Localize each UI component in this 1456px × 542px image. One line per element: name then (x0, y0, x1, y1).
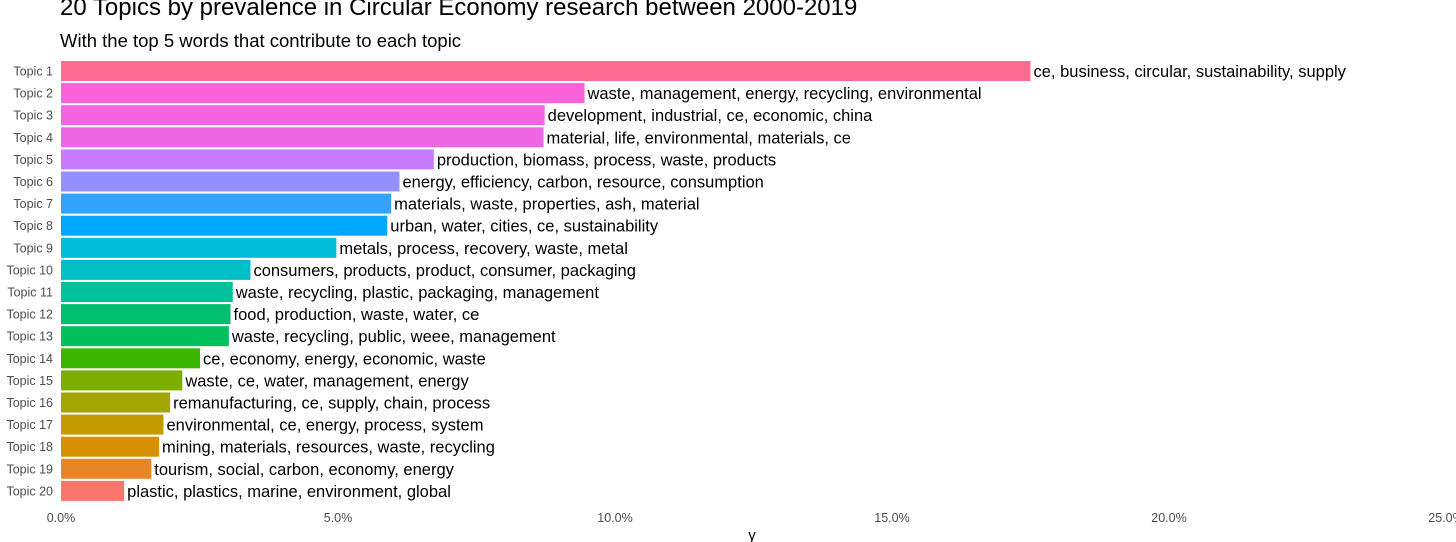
bar-topic-15 (61, 370, 183, 391)
bar-words-label-topic-9: metals, process, recovery, waste, metal (339, 240, 628, 258)
bar-words-label-topic-6: energy, efficiency, carbon, resource, co… (402, 174, 763, 192)
bar-topic-17 (61, 414, 164, 435)
bar-topic-8 (61, 215, 388, 236)
x-tick-label-2: 10.0% (597, 511, 632, 525)
bar-topic-18 (61, 436, 160, 457)
bar-topic-10 (61, 259, 251, 280)
y-tick-label-topic-7: Topic 7 (13, 197, 53, 211)
x-tick-label-5: 25.0% (1428, 511, 1456, 525)
bar-topic-4 (61, 127, 544, 148)
y-tick-label-topic-14: Topic 14 (6, 352, 53, 366)
bar-words-label-topic-3: development, industrial, ce, economic, c… (548, 107, 873, 125)
bar-words-label-topic-20: plastic, plastics, marine, environment, … (127, 483, 451, 501)
bar-words-label-topic-7: materials, waste, properties, ash, mater… (394, 196, 699, 214)
bar-words-label-topic-10: consumers, products, product, consumer, … (253, 262, 635, 280)
bar-topic-13 (61, 326, 229, 347)
y-tick-label-topic-6: Topic 6 (13, 175, 53, 189)
bar-words-label-topic-16: remanufacturing, ce, supply, chain, proc… (173, 395, 490, 413)
y-tick-label-topic-10: Topic 10 (6, 263, 53, 277)
bar-topic-3 (61, 105, 545, 126)
y-tick-label-topic-1: Topic 1 (13, 65, 53, 79)
x-axis-title: γ (748, 527, 756, 542)
y-tick-label-topic-3: Topic 3 (13, 109, 53, 123)
bar-topic-20 (61, 480, 125, 501)
bar-words-label-topic-5: production, biomass, process, waste, pro… (437, 151, 776, 169)
bar-topic-19 (61, 458, 152, 479)
bar-topic-2 (61, 83, 585, 104)
y-tick-label-topic-9: Topic 9 (13, 241, 53, 255)
bar-topic-14 (61, 348, 201, 369)
bar-words-label-topic-18: mining, materials, resources, waste, rec… (162, 439, 495, 457)
y-tick-label-topic-16: Topic 16 (6, 396, 53, 410)
y-tick-label-topic-8: Topic 8 (13, 219, 53, 233)
bar-topic-6 (61, 171, 400, 192)
chart-subtitle: With the top 5 words that contribute to … (60, 30, 462, 51)
x-axis-tick-labels: 0.0% 5.0% 10.0% 15.0% 20.0% 25.0% (47, 511, 1456, 525)
bar-words-label-topic-17: environmental, ce, energy, process, syst… (166, 417, 483, 435)
y-axis-tick-labels: Topic 1 Topic 2 Topic 3 Topic 4 Topic 5 Topic… (6, 65, 53, 499)
y-tick-label-topic-11: Topic 11 (7, 286, 53, 300)
x-tick-label-4: 20.0% (1151, 511, 1186, 525)
bar-words-label-topic-19: tourism, social, carbon, economy, energy (154, 461, 454, 479)
bar-words-label-topic-12: food, production, waste, water, ce (234, 306, 480, 324)
bar-words-label-topic-15: waste, ce, water, management, energy (184, 372, 469, 390)
y-tick-label-topic-20: Topic 20 (6, 484, 53, 498)
x-tick-label-0: 0.0% (47, 511, 76, 525)
bar-words-label-topic-13: waste, recycling, public, weee, manageme… (231, 328, 556, 346)
y-tick-label-topic-12: Topic 12 (6, 308, 53, 322)
bar-words-label-topic-11: waste, recycling, plastic, packaging, ma… (235, 284, 600, 302)
bar-topic-16 (61, 392, 171, 413)
bar-words-label-topic-14: ce, economy, energy, economic, waste (203, 350, 486, 368)
y-tick-label-topic-17: Topic 17 (6, 418, 53, 432)
chart-title: 20 Topics by prevalence in Circular Econ… (60, 0, 858, 21)
y-tick-label-topic-5: Topic 5 (13, 153, 53, 167)
bar-topic-1 (61, 61, 1031, 81)
bar-topic-7 (61, 193, 392, 214)
bar-words-label-topic-4: material, life, environmental, materials… (547, 129, 851, 147)
bar-topic-12 (61, 304, 231, 325)
y-tick-label-topic-4: Topic 4 (13, 131, 53, 145)
x-tick-label-1: 5.0% (324, 511, 353, 525)
bar-topic-9 (61, 237, 337, 258)
y-tick-label-topic-19: Topic 19 (6, 462, 53, 476)
bar-topic-5 (61, 149, 434, 170)
bars-group: ce, business, circular, sustainability, … (61, 61, 1347, 501)
y-tick-label-topic-15: Topic 15 (6, 374, 53, 388)
x-tick-label-3: 15.0% (874, 511, 909, 525)
bar-words-label-topic-1: ce, business, circular, sustainability, … (1034, 63, 1347, 81)
bar-words-label-topic-2: waste, management, energy, recycling, en… (587, 85, 982, 103)
bar-topic-11 (61, 282, 233, 302)
bar-words-label-topic-8: urban, water, cities, ce, sustainability (390, 218, 659, 236)
y-tick-label-topic-13: Topic 13 (6, 330, 53, 344)
y-tick-label-topic-2: Topic 2 (13, 87, 53, 101)
y-tick-label-topic-18: Topic 18 (6, 440, 53, 454)
